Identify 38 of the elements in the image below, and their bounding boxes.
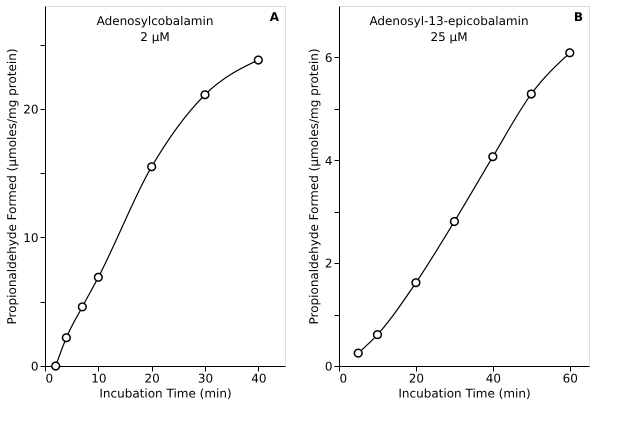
point [200,90,210,100]
annotation: B [574,10,583,24]
point [147,162,156,172]
point [526,89,536,99]
y-tick-label: 6 [324,50,332,65]
point [78,302,87,312]
x-axis-title: Incubation Time (min) [99,386,232,400]
point [354,348,363,358]
y-tick-label: 0 [324,360,332,374]
annotation: Adenosyl-13-epicobalamin 25 μM [369,14,529,44]
y-axis-title: Propionaldehyde Formed (μmoles/mg protein) [5,48,20,325]
x-axis-title: Incubation Time (min) [398,386,531,400]
point [94,272,103,282]
point [411,278,421,288]
y-axis-title: Propionaldehyde Formed (μmoles/mg protein) [306,48,321,325]
point [51,361,60,371]
x-tick-label: 40 [251,372,266,386]
x-tick-label: 20 [144,372,160,386]
x-tick-label: 60 [562,372,578,386]
y-tick-label: 2 [324,256,332,271]
point [488,152,498,162]
point [62,333,71,342]
y-tick-label: 10 [23,230,38,245]
point [372,330,382,340]
annotation: A [270,10,280,24]
y-tick-label: 4 [324,154,332,168]
y-tick-label: 20 [23,102,38,116]
annotation: Adenosylcobalamin 2 μM [96,14,214,44]
x-tick-label: 0 [340,372,348,386]
x-tick-label: 40 [486,372,501,386]
x-tick-label: 10 [91,372,106,386]
point [450,216,460,226]
point [254,55,263,65]
y-tick-label: 0 [30,360,38,374]
x-tick-label: 0 [46,372,54,386]
x-tick-label: 30 [198,372,214,386]
point [565,48,574,58]
x-tick-label: 20 [408,372,424,386]
